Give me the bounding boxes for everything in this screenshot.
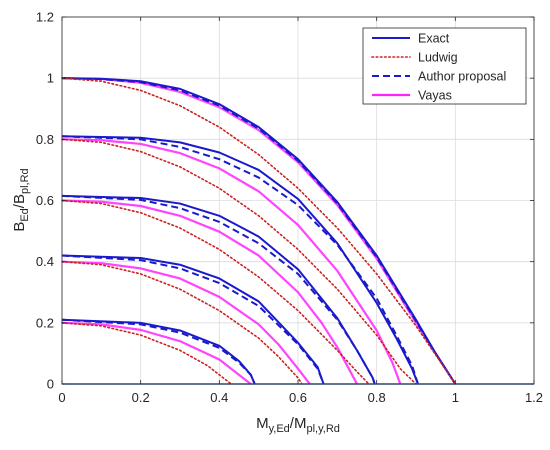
x-tick-label: 1.2 (525, 390, 543, 405)
series-ludwig-curve-4 (61, 260, 303, 385)
y-axis-label-mid: /B (11, 194, 28, 208)
y-axis-label-sub: Ed (19, 208, 31, 221)
y-tick-label: 0.4 (36, 254, 54, 269)
ticks: 0 0.2 0.4 0.6 0.8 1 1.2 0 0.2 0.4 0.6 0.8 1 1.2 (36, 10, 543, 406)
series-exact-curve-2 (61, 135, 419, 385)
y-tick-label: 0.2 (36, 315, 54, 330)
y-tick-label: 1.2 (36, 10, 54, 25)
series-vayas-curve-4 (61, 260, 311, 385)
series-author-proposal-curve-2 (61, 135, 419, 385)
legend-label-exact: Exact (418, 32, 450, 46)
x-tick-label: 0.4 (210, 390, 228, 405)
series-author-proposal-curve-5 (61, 318, 256, 385)
legend: Exact Ludwig Author proposal Vayas (362, 27, 527, 105)
x-tick-label: 0 (58, 390, 65, 405)
y-axis-label-sub2: pl,Rd (19, 168, 31, 194)
series-ludwig-curve-2 (61, 138, 417, 385)
x-axis-label-main: M (256, 415, 269, 432)
y-axis-label: BEd/Bpl,Rd (11, 168, 31, 231)
x-axis-label-sub2: pl,y,Rd (306, 423, 339, 435)
x-tick-label: 0.8 (368, 390, 386, 405)
y-tick-label: 0.8 (36, 132, 54, 147)
legend-items: Exact Ludwig Author proposal Vayas (371, 32, 506, 103)
x-tick-label: 1 (452, 390, 459, 405)
x-axis-label-mid: /M (290, 415, 307, 432)
y-tick-label: 0.6 (36, 193, 54, 208)
series-vayas-curve-3 (61, 199, 358, 385)
legend-label-vayas: Vayas (418, 89, 452, 103)
y-tick-label: 1 (47, 71, 54, 86)
legend-label-ludwig: Ludwig (418, 51, 458, 65)
series-author-proposal-curve-3 (61, 194, 376, 385)
legend-box (362, 27, 527, 105)
series-ludwig-curve-5 (61, 322, 232, 385)
legend-label-author-proposal: Author proposal (418, 70, 506, 84)
series-ludwig-curve-1 (61, 77, 457, 385)
series-ludwig-curve-3 (61, 199, 370, 385)
x-tick-label: 0.2 (132, 390, 150, 405)
x-axis-label-sub: y,Ed (269, 423, 290, 435)
y-tick-label: 0 (47, 377, 54, 392)
curves (61, 77, 534, 385)
x-tick-label: 0.6 (289, 390, 307, 405)
series-author-proposal-curve-4 (61, 254, 325, 385)
series-vayas-curve-5 (61, 321, 252, 385)
y-axis-label-main: B (11, 222, 28, 232)
series-author-proposal-curve-1 (61, 77, 457, 385)
x-axis-label: My,Ed/Mpl,y,Rd (256, 415, 340, 435)
